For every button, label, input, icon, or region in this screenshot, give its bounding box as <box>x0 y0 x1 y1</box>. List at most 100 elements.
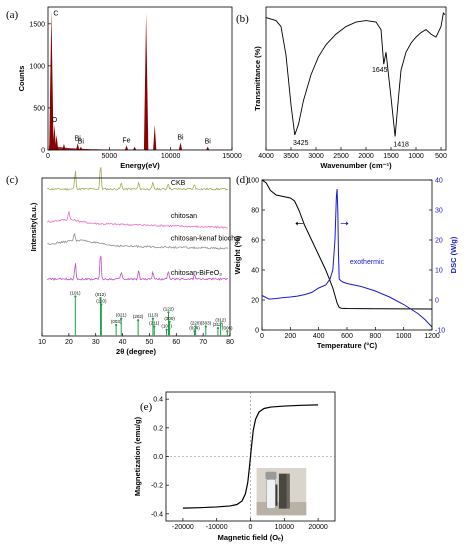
xrd-reference-label: (003) <box>111 319 122 324</box>
xrd-reference-label: (122) <box>163 306 174 311</box>
y-tick-label: 1000 <box>29 63 45 70</box>
x-tick-label: 10 <box>38 339 46 346</box>
panel-label: (d) <box>236 174 249 186</box>
x-tick-label: 0 <box>249 524 253 531</box>
xrd-reference-label: (024) <box>189 325 200 330</box>
xrd-series-line <box>47 232 229 250</box>
xrd-reference-label: (220) <box>190 321 201 326</box>
x-tick-label: 80 <box>226 339 234 346</box>
y-tick-label: 20 <box>251 298 259 305</box>
x-tick-label: 400 <box>313 333 325 340</box>
eds-peak <box>143 12 149 151</box>
xrd-reference-marker <box>219 322 222 325</box>
y-tick-label: 500 <box>33 105 45 112</box>
magnet-side <box>286 473 290 509</box>
y-tick-label: 1500 <box>29 21 45 28</box>
y2-axis-label: DSC (W/g) <box>449 236 458 273</box>
y2-tick-label: 20 <box>435 238 443 245</box>
xrd-reference-marker <box>194 325 197 328</box>
y2-tick-label: 10 <box>435 268 443 275</box>
xrd-reference-label: (300) <box>164 316 175 321</box>
xrd-reference-marker <box>115 323 118 327</box>
panel-label: (a) <box>6 9 19 21</box>
x-tick-label: 50 <box>146 339 154 346</box>
ftir-peak-label: 453 <box>434 0 446 1</box>
y-tick-label: -0.2 <box>151 483 163 490</box>
eds-peak <box>153 124 157 150</box>
exothermic-label: exothermic <box>350 259 385 266</box>
tga-dsc-series-line <box>261 179 433 310</box>
hysteresis-curve <box>182 404 319 509</box>
xrd-reference-label: (211) <box>149 321 160 326</box>
eds-peak-label: Bi <box>75 135 82 142</box>
xrd-series-line <box>47 167 229 191</box>
x-tick-label: 500 <box>435 153 447 160</box>
x-axis-label: Energy(eV) <box>120 161 160 170</box>
x-tick-label: 1000 <box>408 153 424 160</box>
x-tick-label: 2500 <box>333 153 349 160</box>
x-tick-label: 20000 <box>308 524 328 531</box>
x-tick-label: 3000 <box>308 153 324 160</box>
x-tick-label: 10000 <box>275 524 295 531</box>
xrd-reference-label: (312) <box>215 317 226 322</box>
x-tick-label: -20000 <box>172 524 194 531</box>
x-tick-label: 600 <box>341 333 353 340</box>
xrd-reference-marker <box>216 327 220 330</box>
x-tick-label: 3500 <box>283 153 299 160</box>
eds-peak <box>124 145 129 150</box>
plot-frame <box>265 6 447 151</box>
xrd-series-label: chitosan <box>171 213 197 220</box>
xrd-series-label: chitosan-kenaf biochar <box>171 235 242 242</box>
xrd-reference-marker <box>151 317 155 320</box>
y-axis-label: Transmittance (%) <box>253 46 262 111</box>
eds-peak <box>79 146 83 150</box>
xrd-reference-marker <box>167 311 170 314</box>
eds-peak-label: O <box>52 117 58 124</box>
xrd-reference-label: (303) <box>201 321 212 326</box>
x-tick-label: 4000 <box>258 153 274 160</box>
xrd-reference-label: (312) <box>213 322 224 327</box>
y-axis-label: Weight (%) <box>233 235 242 274</box>
panel-label: (c) <box>6 174 19 186</box>
eds-peak <box>178 142 183 150</box>
tga-dsc-series-line <box>261 188 433 328</box>
x-tick-label: 20 <box>65 339 73 346</box>
eds-peak-label: Bi <box>78 139 85 146</box>
xrd-reference-marker <box>204 325 207 328</box>
panel-label: (e) <box>140 401 153 413</box>
xrd-reference-marker <box>99 296 102 300</box>
x-axis-label: Wavenumber (cm⁻¹) <box>320 161 392 170</box>
xrd-reference-label: (110) <box>96 298 107 303</box>
plot-frame <box>261 179 433 331</box>
xrd-reference-marker <box>168 320 171 323</box>
y2-tick-label: -10 <box>435 328 445 335</box>
vial-cap <box>265 471 277 480</box>
ftir-peak-label: 1418 <box>393 141 409 148</box>
y-tick-label: 80 <box>251 208 259 215</box>
xrd-reference-label: (113) <box>148 313 159 318</box>
weight-axis-arrowhead <box>295 221 298 226</box>
y-tick-label: 60 <box>251 238 259 245</box>
x-axis-label: Temperature (°C) <box>317 341 378 350</box>
y-tick-label: -0.4 <box>151 511 163 518</box>
x-tick-label: 60 <box>172 339 180 346</box>
y-tick-label: 0.0 <box>153 454 163 461</box>
chart-ftir: 3425 1645 1418 453 4000 3500 3000 2500 2000 1500 1… <box>253 0 447 170</box>
panel-label: (b) <box>236 13 249 25</box>
y-tick-label: 40 <box>251 268 259 275</box>
xrd-reference-marker <box>120 317 123 320</box>
eds-peak <box>52 124 57 150</box>
eds-peak <box>76 143 80 150</box>
x-tick-label: 1500 <box>383 153 399 160</box>
x-tick-label: 1200 <box>424 333 440 340</box>
plot-frame <box>47 6 233 151</box>
xrd-reference-label: (101) <box>70 291 81 296</box>
y-axis-label: Magnetization (emu/g) <box>133 416 142 496</box>
dsc-axis-arrowhead <box>346 221 349 226</box>
y-tick-label: 0.4 <box>153 397 163 404</box>
x-tick-label: 1000 <box>396 333 412 340</box>
xrd-series-label: chitosan-BiFeO₃ <box>171 270 222 277</box>
xrd-reference-marker <box>165 328 168 331</box>
x-tick-label: 5000 <box>102 153 118 160</box>
